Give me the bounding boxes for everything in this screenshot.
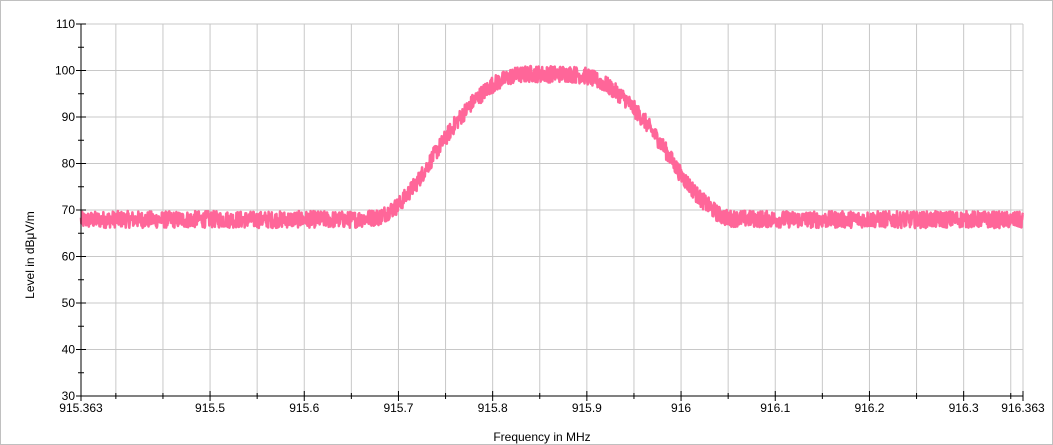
x-axis-title: Frequency in MHz <box>493 430 590 444</box>
x-tick-label: 915.9 <box>572 401 602 415</box>
y-tick-label: 60 <box>62 250 76 264</box>
y-tick-label: 30 <box>62 389 76 403</box>
x-tick-label: 915.6 <box>289 401 319 415</box>
x-tick-label: 915.5 <box>195 401 225 415</box>
y-tick-label: 50 <box>62 296 76 310</box>
y-tick-label: 110 <box>56 17 75 31</box>
x-tick-label: 916.2 <box>854 401 884 415</box>
y-axis-title: Level in dBμV/m <box>23 211 37 299</box>
y-tick-label: 80 <box>62 157 76 171</box>
x-tick-label: 915.8 <box>478 401 508 415</box>
x-tick-label: 915.7 <box>383 401 413 415</box>
tick-labels: 30 40 50 60 70 80 90 100 110 915.363 915.5 915.6 915… <box>55 17 1045 415</box>
y-tick-label: 90 <box>62 110 76 124</box>
series-trace <box>79 64 1025 230</box>
y-tick-label: 100 <box>55 64 75 78</box>
x-tick-label: 916.1 <box>760 401 790 415</box>
axes <box>76 23 1024 401</box>
x-tick-label: 915.363 <box>59 401 103 415</box>
x-tick-label: 916.363 <box>1001 401 1045 415</box>
y-tick-label: 70 <box>62 203 76 217</box>
x-tick-label: 916 <box>671 401 691 415</box>
y-tick-label: 40 <box>62 343 76 357</box>
x-tick-label: 916.3 <box>949 401 979 415</box>
series-layer <box>79 64 1025 230</box>
